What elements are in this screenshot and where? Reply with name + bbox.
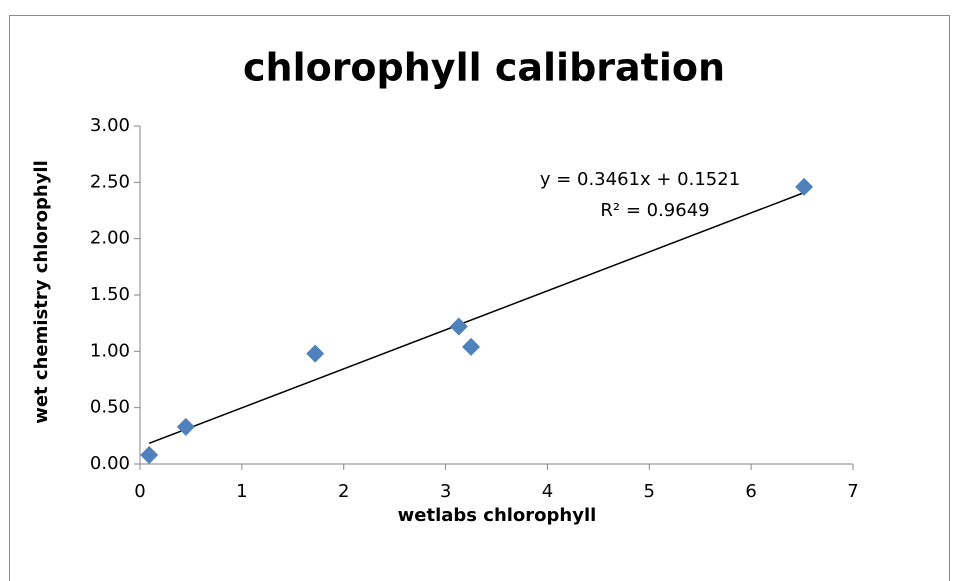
x-tick-label: 6 [745,481,756,502]
x-axis-title: wetlabs chlorophyll [398,505,597,526]
y-tick-label: 0.50 [90,397,130,418]
chart-frame [9,15,950,581]
x-tick-label: 5 [644,481,655,502]
y-tick-label: 3.00 [90,115,130,136]
trendline-equation: y = 0.3461x + 0.1521 [540,169,740,190]
point [140,445,159,464]
point [795,177,814,196]
point [176,417,195,436]
point [449,317,468,336]
chart-title: chlorophyll calibration [243,46,725,90]
x-tick-label: 1 [236,481,247,502]
x-tick-label: 4 [542,481,553,502]
x-tick-label: 0 [134,481,145,502]
y-tick-label: 2.50 [90,171,130,192]
x-tick-label: 7 [847,481,858,502]
point [462,337,481,356]
point [306,344,325,363]
trendline-r-squared: R² = 0.9649 [600,200,709,221]
x-tick-label: 3 [440,481,451,502]
y-tick-label: 1.50 [90,284,130,305]
y-axis-title: wet chemistry chlorophyll [31,160,52,424]
trendline [148,191,805,445]
x-tick-label: 2 [338,481,349,502]
y-tick-label: 0.00 [90,453,130,474]
y-tick-label: 2.00 [90,228,130,249]
y-tick-label: 1.00 [90,340,130,361]
